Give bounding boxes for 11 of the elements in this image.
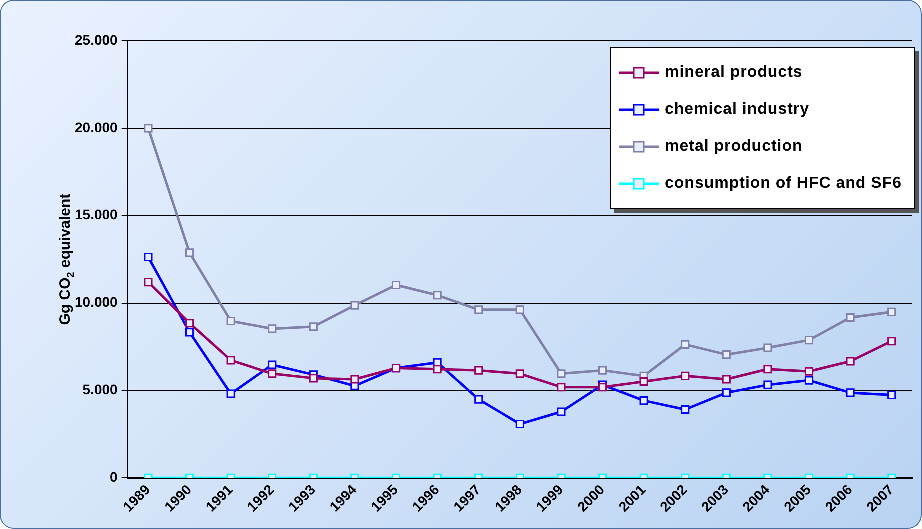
y-tick-label: 10.000	[74, 294, 118, 310]
y-axis-title: Gg CO2 equivalent	[57, 194, 77, 326]
legend-label: chemical industry	[665, 100, 810, 118]
y-tick-label: 20.000	[74, 119, 118, 136]
y-tick-label: 25.000	[74, 32, 118, 48]
y-tick-label: 15.000	[74, 206, 118, 223]
legend-label: metal production	[665, 138, 803, 156]
legend-label: consumption of HFC and SF6	[665, 174, 902, 192]
y-tick-label: 0	[110, 468, 118, 485]
y-tick-label: 5.000	[82, 382, 118, 398]
legend-label: mineral products	[665, 64, 803, 82]
